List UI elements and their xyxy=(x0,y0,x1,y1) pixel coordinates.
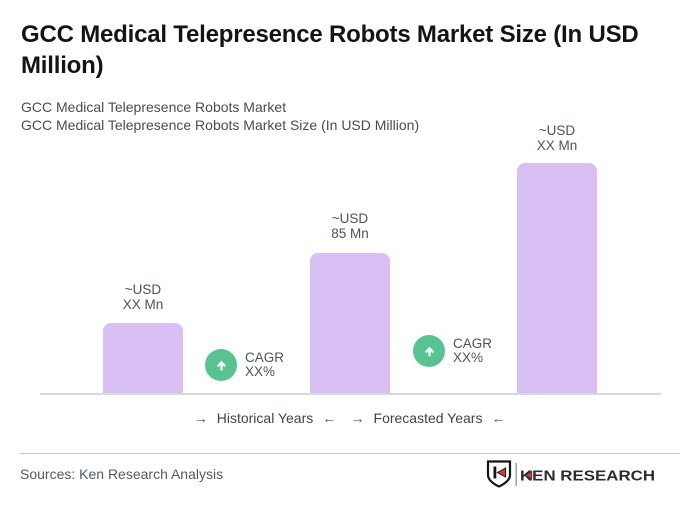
bar-value-label: ~USD XX Mn xyxy=(536,123,578,153)
footer-divider xyxy=(20,453,680,454)
x-axis-line xyxy=(40,393,661,395)
page-title: GCC Medical Telepresence Robots Market S… xyxy=(21,21,639,79)
axis-label-historical-years: → Historical Years ← xyxy=(160,410,370,426)
bar-forecast xyxy=(517,163,597,394)
cagr-label: CAGR XX% xyxy=(453,335,493,365)
historical-years-label: Historical Years xyxy=(216,410,314,426)
up-arrow-icon xyxy=(413,335,445,367)
chart-subtitle: GCC Medical Telepresence Robots Market G… xyxy=(21,99,419,134)
bar-value-label: ~USD XX Mn xyxy=(122,282,164,312)
cagr-label: CAGR XX% xyxy=(245,349,285,379)
sources-text: Sources: Ken Research Analysis xyxy=(20,466,224,482)
subtitle-line-1: GCC Medical Telepresence Robots Market xyxy=(21,99,287,115)
forecasted-years-label: Forecasted Years xyxy=(373,410,483,426)
right-arrow-icon: → xyxy=(350,410,365,426)
logo-red-triangle xyxy=(524,470,533,480)
up-arrow-icon xyxy=(205,349,237,381)
shield-icon xyxy=(486,460,512,488)
logo-wordmark: KEN RESEARCH xyxy=(520,469,655,485)
subtitle-line-2: GCC Medical Telepresence Robots Market S… xyxy=(21,116,420,133)
cagr-badge: CAGR XX% xyxy=(205,349,284,381)
bar-historical-end xyxy=(310,253,390,394)
cagr-badge: CAGR XX% xyxy=(413,335,492,367)
bar-historical-start xyxy=(103,323,183,394)
bar-value-label: ~USD 85 Mn xyxy=(331,211,369,241)
logo-divider xyxy=(515,463,517,486)
ken-research-logo: KEN RESEARCH xyxy=(485,459,657,491)
left-arrow-icon: ← xyxy=(491,410,506,426)
axis-label-forecasted-years: → Forecasted Years ← xyxy=(328,410,528,426)
left-arrow-icon: ← xyxy=(322,410,337,426)
right-arrow-icon: → xyxy=(193,410,208,426)
